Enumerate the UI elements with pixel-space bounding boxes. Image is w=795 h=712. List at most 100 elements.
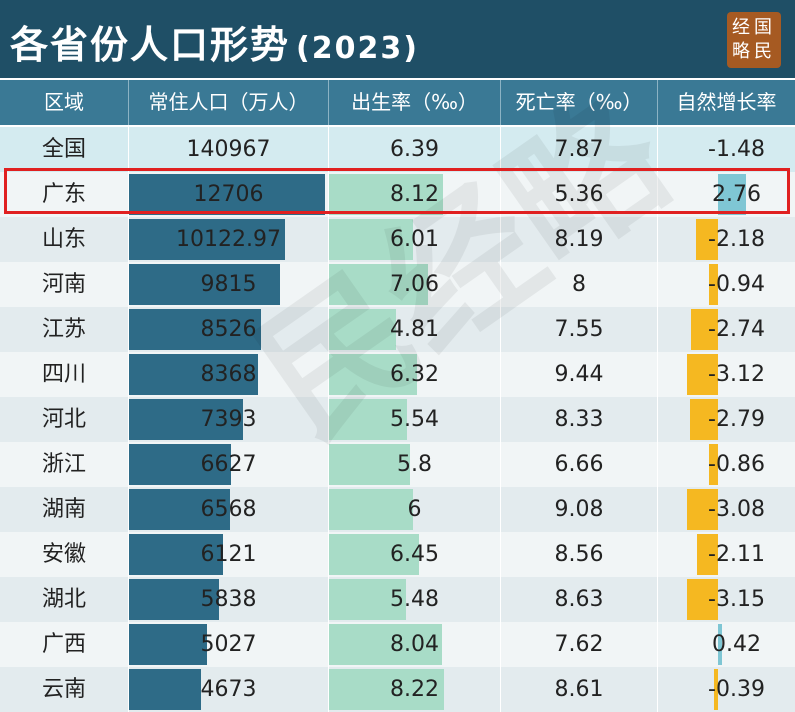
natural-growth-bar xyxy=(696,219,718,260)
population-bar xyxy=(129,669,202,710)
natural-growth-value: -2.79 xyxy=(708,407,765,432)
birth-rate-cell: 5.48 xyxy=(329,577,501,622)
population-cell: 10122.97 xyxy=(129,217,329,262)
table-row: 河南 9815 7.06 8 -0.94 xyxy=(0,262,795,307)
death-rate-cell: 7.87 xyxy=(501,127,658,172)
natural-growth-cell: -2.11 xyxy=(658,532,795,577)
death-rate-value: 6.66 xyxy=(554,452,604,477)
population-value: 4673 xyxy=(200,677,257,702)
column-header-region: 区域 xyxy=(0,80,129,125)
natural-growth-value: 0.42 xyxy=(712,632,761,657)
natural-growth-value: -0.86 xyxy=(708,452,765,477)
population-cell: 7393 xyxy=(129,397,329,442)
birth-rate-value: 6 xyxy=(407,497,422,522)
natural-growth-bar xyxy=(690,309,718,350)
birth-rate-value: 4.81 xyxy=(390,317,439,342)
natural-growth-value: -3.08 xyxy=(708,497,765,522)
death-rate-cell: 8.33 xyxy=(501,397,658,442)
population-bar xyxy=(129,534,224,575)
natural-growth-bar xyxy=(686,579,718,620)
birth-rate-cell: 8.04 xyxy=(329,622,501,667)
birth-rate-bar xyxy=(329,174,443,215)
natural-growth-value: -3.15 xyxy=(708,587,765,612)
death-rate-value: 8.63 xyxy=(554,587,604,612)
brand-logo: 经国 略民 xyxy=(727,12,781,68)
region-cell: 江苏 xyxy=(0,307,129,352)
natural-growth-cell: 2.76 xyxy=(658,172,795,217)
death-rate-value: 8.56 xyxy=(554,542,604,567)
natural-growth-value: -2.18 xyxy=(708,227,765,252)
table-row: 广东 12706 8.12 5.36 2.76 xyxy=(0,172,795,217)
natural-growth-cell: -3.12 xyxy=(658,352,795,397)
region-cell: 云南 xyxy=(0,667,129,712)
birth-rate-cell: 5.8 xyxy=(329,442,501,487)
birth-rate-value: 6.01 xyxy=(390,227,439,252)
population-value: 140967 xyxy=(186,137,271,162)
birth-rate-cell: 7.06 xyxy=(329,262,501,307)
natural-growth-cell: -2.74 xyxy=(658,307,795,352)
natural-growth-cell: 0.42 xyxy=(658,622,795,667)
death-rate-cell: 8.63 xyxy=(501,577,658,622)
table-row: 云南 4673 8.22 8.61 -0.39 xyxy=(0,667,795,712)
population-bar xyxy=(129,354,259,395)
population-value: 12706 xyxy=(193,182,264,207)
natural-growth-bar xyxy=(696,534,718,575)
natural-growth-bar xyxy=(714,669,718,710)
natural-growth-cell: -2.79 xyxy=(658,397,795,442)
death-rate-value: 5.36 xyxy=(554,182,604,207)
death-rate-cell: 8 xyxy=(501,262,658,307)
birth-rate-value: 6.32 xyxy=(390,362,439,387)
natural-growth-bar xyxy=(708,264,718,305)
natural-growth-bar xyxy=(709,444,718,485)
region-value: 河南 xyxy=(41,272,86,297)
natural-growth-value: -0.94 xyxy=(708,272,765,297)
region-cell: 广西 xyxy=(0,622,129,667)
death-rate-value: 8.61 xyxy=(554,677,604,702)
birth-rate-value: 8.22 xyxy=(390,677,439,702)
region-value: 山东 xyxy=(41,227,86,252)
natural-growth-value: -1.48 xyxy=(708,137,765,162)
title-bar: 各省份人口形势 (2023) 经国 略民 xyxy=(0,0,795,78)
natural-growth-cell: -0.94 xyxy=(658,262,795,307)
title-year: (2023) xyxy=(296,31,419,66)
birth-rate-value: 6.39 xyxy=(390,137,439,162)
death-rate-value: 7.87 xyxy=(554,137,604,162)
death-rate-cell: 8.19 xyxy=(501,217,658,262)
region-value: 河北 xyxy=(41,407,86,432)
population-bar xyxy=(129,219,286,260)
natural-growth-bar xyxy=(690,399,718,440)
natural-growth-bar xyxy=(687,489,718,530)
population-cell: 140967 xyxy=(129,127,329,172)
birth-rate-bar xyxy=(329,219,414,260)
natural-growth-bar xyxy=(718,624,723,665)
natural-growth-cell: -2.18 xyxy=(658,217,795,262)
population-value: 5027 xyxy=(200,632,257,657)
natural-growth-value: -2.74 xyxy=(708,317,765,342)
table-row: 湖北 5838 5.48 8.63 -3.15 xyxy=(0,577,795,622)
table-row: 山东 10122.97 6.01 8.19 -2.18 xyxy=(0,217,795,262)
table-row: 全国 140967 6.39 7.87 -1.48 xyxy=(0,127,795,172)
table-row: 四川 8368 6.32 9.44 -3.12 xyxy=(0,352,795,397)
birth-rate-bar xyxy=(329,399,407,440)
region-value: 全国 xyxy=(41,137,86,162)
natural-growth-bar xyxy=(718,174,746,215)
table-row: 浙江 6627 5.8 6.66 -0.86 xyxy=(0,442,795,487)
population-value: 9815 xyxy=(200,272,257,297)
population-value: 8368 xyxy=(200,362,257,387)
population-cell: 6121 xyxy=(129,532,329,577)
column-header-natural-growth: 自然增长率 xyxy=(676,90,777,114)
death-rate-cell: 6.66 xyxy=(501,442,658,487)
region-value: 广东 xyxy=(41,182,86,207)
region-value: 四川 xyxy=(41,362,86,387)
population-cell: 4673 xyxy=(129,667,329,712)
population-cell: 12706 xyxy=(129,172,329,217)
population-cell: 9815 xyxy=(129,262,329,307)
table-row: 江苏 8526 4.81 7.55 -2.74 xyxy=(0,307,795,352)
population-cell: 5027 xyxy=(129,622,329,667)
death-rate-value: 9.44 xyxy=(554,362,604,387)
region-value: 江苏 xyxy=(41,317,86,342)
natural-growth-value: -3.12 xyxy=(708,362,765,387)
region-value: 云南 xyxy=(41,677,86,702)
death-rate-cell: 7.62 xyxy=(501,622,658,667)
natural-growth-cell: -0.86 xyxy=(658,442,795,487)
